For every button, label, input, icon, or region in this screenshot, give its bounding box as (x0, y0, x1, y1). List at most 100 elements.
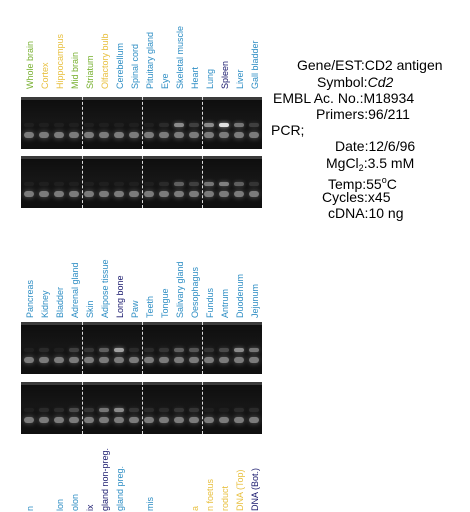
gel-band (173, 408, 184, 412)
primer-front (128, 417, 139, 424)
primer-front (83, 191, 94, 198)
embl-value: M18934 (363, 90, 415, 106)
primer-front (218, 417, 229, 424)
primer-front (248, 357, 259, 364)
gel-band (248, 348, 259, 352)
primer-front (173, 191, 184, 198)
primer-front (128, 191, 139, 198)
cdna-value: 10 ng (368, 205, 404, 221)
primer-front (218, 132, 229, 139)
gel-band (218, 348, 229, 352)
primer-front (143, 191, 154, 198)
primer-front (233, 417, 244, 424)
gel-band (68, 348, 79, 352)
gel-band (158, 348, 169, 352)
gel-image-2 (21, 156, 262, 208)
gel-band (83, 408, 94, 412)
gel-lane (23, 322, 35, 374)
gel-band (23, 182, 34, 186)
cdna-row: cDNA:10 ng (328, 205, 404, 221)
gel-band (158, 123, 169, 127)
gel-band (233, 348, 244, 352)
primer-front (203, 357, 214, 364)
primer-front (23, 132, 34, 139)
gel-band (23, 123, 34, 127)
primer-front (38, 132, 49, 139)
primer-front (188, 132, 199, 139)
gel-band (218, 123, 229, 127)
primer-front (128, 357, 139, 364)
gel-band (203, 182, 214, 186)
gene-value: CD2 antigen (364, 57, 443, 73)
gel-band (218, 182, 229, 186)
gel-band (38, 348, 49, 352)
section-divider (81, 382, 83, 434)
gel-band (68, 182, 79, 186)
primer-front (128, 132, 139, 139)
gel-band (143, 182, 154, 186)
gel-band (98, 182, 109, 186)
primer-front (113, 132, 124, 139)
gel-lane (38, 97, 50, 149)
mgcl-subscript: 2 (358, 163, 364, 173)
lane-label: DNA (Bot.) (250, 467, 260, 511)
cycles-row: Cycles:x45 (322, 189, 390, 205)
gel-lane (158, 322, 170, 374)
primer-front (203, 132, 214, 139)
lane-label: Long bone (115, 275, 125, 318)
gel-lane (188, 97, 200, 149)
gel-lane (188, 156, 200, 208)
temp-row: Temp:55oC (328, 172, 397, 192)
experiment-info: Gene/EST:CD2 antigen Symbol:Cd2 EMBL Ac.… (0, 0, 470, 240)
gel-lane (128, 322, 140, 374)
lane-label: mis (145, 497, 155, 511)
primer-front (53, 357, 64, 364)
cdna-label: cDNA: (328, 205, 369, 221)
gel-lane (218, 156, 230, 208)
lane-label: Salivary gland (175, 261, 185, 318)
lane-label: gland preg. (115, 465, 125, 511)
gel-lane (128, 156, 140, 208)
gel-lane (128, 382, 140, 434)
primer-front (248, 417, 259, 424)
gel-lane (173, 97, 185, 149)
lane-label: Teeth (145, 295, 155, 318)
date-label: Date: (335, 138, 369, 154)
gel-image-4 (21, 382, 262, 434)
pcr-label: PCR; (271, 122, 305, 138)
gel-band (128, 348, 139, 352)
lane-label: gland non-preg. (100, 447, 110, 511)
symbol-label: Symbol: (317, 74, 368, 90)
section-divider (141, 382, 143, 434)
primer-front (68, 191, 79, 198)
gel-band (233, 408, 244, 412)
gel-lane (248, 322, 260, 374)
gel-band (173, 182, 184, 186)
gel-lane (158, 156, 170, 208)
section-divider (141, 156, 143, 208)
primer-front (98, 132, 109, 139)
gel-lane (113, 156, 125, 208)
gel-band (158, 182, 169, 186)
primer-front (83, 132, 94, 139)
gel-band (218, 408, 229, 412)
gel-lane (248, 156, 260, 208)
gel-lane (173, 322, 185, 374)
gel-band (248, 123, 259, 127)
lane-label: Pancreas (25, 279, 35, 318)
primer-front (143, 357, 154, 364)
pcr-row: PCR; (271, 122, 304, 138)
gel-lane (38, 322, 50, 374)
lane-label: Kidney (40, 290, 50, 318)
temp-degree: o (381, 175, 387, 185)
gel-lane (98, 97, 110, 149)
gel-band (128, 182, 139, 186)
gel-band (143, 123, 154, 127)
primer-front (173, 132, 184, 139)
primer-front (83, 357, 94, 364)
gel-lane (158, 382, 170, 434)
primers-row: Primers:96/211 (316, 106, 410, 122)
gel-lane (83, 97, 95, 149)
gel-band (53, 348, 64, 352)
gel-band (83, 182, 94, 186)
